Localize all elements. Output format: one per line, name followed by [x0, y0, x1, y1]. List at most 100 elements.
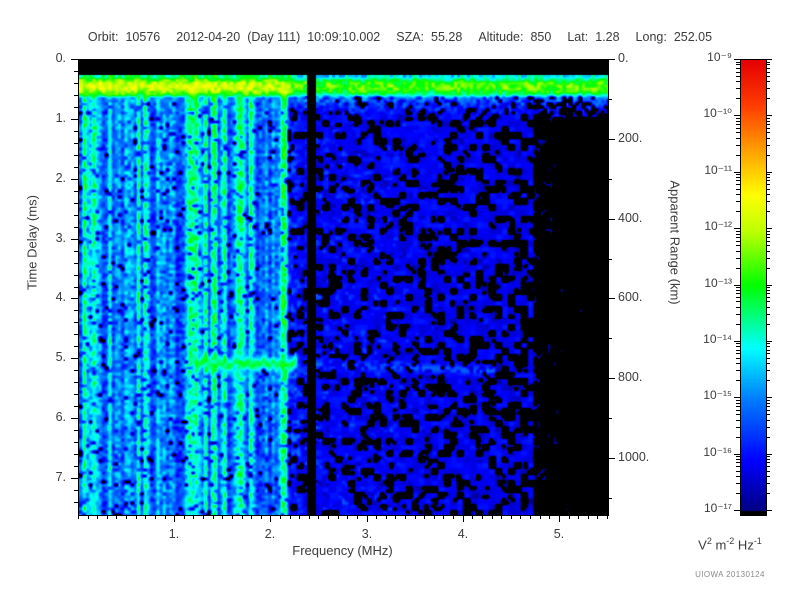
- lat-value: 1.28: [595, 30, 620, 44]
- footer-credit: UIOWA 20130124: [695, 570, 765, 579]
- colorbar-tick-label: 10⁻¹⁰: [703, 106, 733, 120]
- x-tick-minor: [530, 515, 531, 519]
- colorbar-tick-major: [734, 172, 740, 173]
- colorbar-tick-minor: [766, 483, 770, 484]
- colorbar-tick-label: 10⁻¹³: [704, 276, 732, 290]
- y-tick-major: [71, 239, 78, 240]
- colorbar-tick-minor: [766, 64, 770, 65]
- colorbar-tick-minor: [736, 68, 740, 69]
- colorbar-tick-major: [766, 228, 772, 229]
- colorbar-tick-minor: [736, 258, 740, 259]
- x-tick-minor: [318, 515, 319, 519]
- colorbar-tick-minor: [736, 72, 740, 73]
- colorbar-tick-minor: [766, 314, 770, 315]
- colorbar-tick-minor: [736, 194, 740, 195]
- x-tick-minor: [299, 515, 300, 519]
- colorbar-tick-minor: [736, 380, 740, 381]
- colorbar-tick-minor: [736, 414, 740, 415]
- colorbar-tick-minor: [766, 403, 770, 404]
- colorbar-tick-minor: [736, 118, 740, 119]
- colorbar-tick-minor: [736, 324, 740, 325]
- x-tick-minor: [97, 515, 98, 519]
- x-tick-minor: [155, 515, 156, 519]
- x-axis-title: Frequency (MHz): [292, 543, 393, 558]
- colorbar-tick-minor: [766, 177, 770, 178]
- y2-axis-title: Apparent Range (km): [667, 180, 683, 305]
- colorbar-tick-minor: [766, 184, 770, 185]
- colorbar-tick-minor: [766, 466, 770, 467]
- y-tick-minor: [74, 322, 78, 323]
- y-tick-minor: [74, 167, 78, 168]
- x-tick-major: [367, 515, 368, 522]
- colorbar-tick-minor: [766, 301, 770, 302]
- colorbar-tick-minor: [766, 471, 770, 472]
- y2-tick-major: [608, 378, 615, 379]
- y-tick-minor: [74, 251, 78, 252]
- colorbar-tick-minor: [736, 456, 740, 457]
- y2-tick-major: [608, 298, 615, 299]
- colorbar-tick-label: 10⁻¹⁵: [703, 388, 732, 402]
- colorbar-tick-major: [734, 115, 740, 116]
- x-tick-minor: [501, 515, 502, 519]
- x-tick-minor: [242, 515, 243, 519]
- colorbar-tick-minor: [766, 245, 770, 246]
- colorbar-tick-minor: [736, 437, 740, 438]
- y-tick-minor: [74, 502, 78, 503]
- y2-tick-label: 1000.: [618, 450, 650, 464]
- lat-label: Lat:: [567, 30, 589, 44]
- day-of-year: (Day 111): [247, 30, 301, 44]
- colorbar-tick-label: 10⁻¹⁶: [703, 445, 732, 459]
- colorbar-tick-minor: [766, 241, 770, 242]
- y-tick-minor: [74, 263, 78, 264]
- colorbar-tick-minor: [736, 241, 740, 242]
- x-tick-minor: [386, 515, 387, 519]
- y2-tick-minor: [608, 99, 612, 100]
- colorbar-tick-minor: [766, 380, 770, 381]
- colorbar-tick-minor: [766, 462, 770, 463]
- observation-time: 10:09:10.002: [307, 30, 381, 44]
- colorbar-tick-minor: [766, 456, 770, 457]
- colorbar-tick-minor: [736, 363, 740, 364]
- y-tick-label: 6.: [55, 410, 66, 424]
- x-tick-minor: [415, 515, 416, 519]
- y-tick-major: [71, 59, 78, 60]
- colorbar-tick-major: [766, 115, 772, 116]
- colorbar-tick-minor: [736, 358, 740, 359]
- y2-tick-label: 600.: [618, 290, 643, 304]
- colorbar-tick-label: 10⁻¹⁷: [703, 501, 732, 515]
- colorbar-tick-major: [766, 397, 772, 398]
- x-tick-minor: [78, 515, 79, 519]
- x-tick-label: 1.: [168, 527, 180, 541]
- colorbar-tick-minor: [766, 121, 770, 122]
- x-tick-minor: [376, 515, 377, 519]
- y-tick-minor: [74, 155, 78, 156]
- colorbar-tick-minor: [766, 132, 770, 133]
- altitude-value: 850: [530, 30, 552, 44]
- colorbar-tick-minor: [736, 211, 740, 212]
- y-tick-label: 5.: [55, 350, 66, 364]
- x-tick-minor: [434, 515, 435, 519]
- colorbar-tick-minor: [766, 128, 770, 129]
- y-tick-minor: [74, 394, 78, 395]
- y-tick-major: [71, 418, 78, 419]
- x-tick-label: 5.: [553, 527, 565, 541]
- x-tick-minor: [424, 515, 425, 519]
- colorbar-tick-minor: [766, 427, 770, 428]
- y-tick-minor: [74, 131, 78, 132]
- y2-tick-minor: [608, 179, 612, 180]
- colorbar-tick-major: [734, 228, 740, 229]
- x-tick-minor: [549, 515, 550, 519]
- colorbar-tick-minor: [736, 88, 740, 89]
- x-tick-minor: [347, 515, 348, 519]
- y-tick-minor: [74, 430, 78, 431]
- colorbar-tick-minor: [736, 155, 740, 156]
- colorbar-tick-label: 10⁻¹¹: [704, 163, 732, 177]
- colorbar-tick-minor: [766, 98, 770, 99]
- x-tick-minor: [107, 515, 108, 519]
- colorbar-tick-major: [734, 454, 740, 455]
- y-tick-minor: [74, 83, 78, 84]
- colorbar-tick-minor: [736, 346, 740, 347]
- y2-tick-major: [608, 458, 615, 459]
- colorbar-tick-major: [734, 285, 740, 286]
- colorbar-tick-minor: [766, 251, 770, 252]
